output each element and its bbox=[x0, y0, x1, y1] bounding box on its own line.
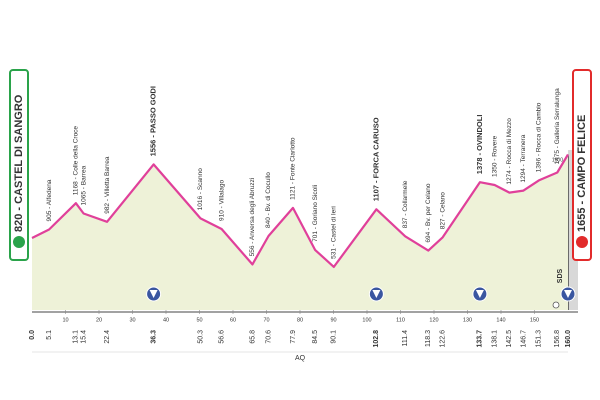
km-label: 84.5 bbox=[312, 330, 319, 344]
km-label: 160.0 bbox=[565, 330, 572, 348]
waypoint-label: 905 - Alfedena bbox=[46, 179, 53, 221]
x-tick-label: 90 bbox=[330, 317, 336, 323]
km-label: 5.1 bbox=[46, 330, 53, 340]
km-label: 138.1 bbox=[491, 330, 498, 348]
waypoint-label: 1065 - Barrea bbox=[80, 165, 87, 205]
x-tick-label: 100 bbox=[362, 317, 371, 323]
kom-arrow bbox=[564, 290, 572, 298]
x-tick-label: 120 bbox=[429, 317, 438, 323]
start-box: 820 - CASTEL DI SANGRO bbox=[9, 69, 29, 261]
province-label: AQ bbox=[295, 355, 306, 362]
y-tick-label: 1600 bbox=[552, 157, 563, 163]
waypoint-label: 1378 - OVINDOLI bbox=[475, 115, 484, 175]
waypoint-label: 1294 - Terranera bbox=[520, 134, 527, 182]
waypoint-label: 694 - Bv. per Celano bbox=[425, 183, 432, 243]
sprint-dot bbox=[552, 301, 560, 309]
start-box-frame bbox=[9, 69, 29, 261]
waypoint-label: 556 - Anversa degli Abruzzi bbox=[249, 178, 256, 257]
finish-box: 1655 - CAMPO FELICE bbox=[572, 69, 592, 261]
finish-box-icon bbox=[576, 236, 588, 248]
km-label: 70.6 bbox=[265, 330, 272, 344]
km-label: 118.3 bbox=[425, 330, 432, 347]
profile-line bbox=[31, 153, 569, 268]
kom-marker bbox=[146, 286, 162, 302]
km-label: 142.5 bbox=[506, 330, 513, 348]
waypoint-label: 1475 - Galleria Serralunga bbox=[554, 88, 561, 165]
waypoint-label: 1274 - Rocca di Mezzo bbox=[506, 118, 513, 185]
km-label: 15.4 bbox=[80, 330, 87, 344]
km-label: 102.8 bbox=[373, 330, 380, 348]
waypoint-label: 531 - Castel di Ieri bbox=[331, 206, 338, 259]
km-label: 13.1 bbox=[73, 330, 80, 344]
waypoint-label: 910 - Villalago bbox=[218, 180, 225, 221]
waypoint-label: 1107 - FORCA CARUSO bbox=[371, 117, 380, 201]
kom-marker bbox=[368, 286, 384, 302]
km-label: 146.7 bbox=[520, 330, 527, 348]
x-tick-label: 10 bbox=[62, 317, 68, 323]
x-tick-label: 130 bbox=[463, 317, 472, 323]
x-tick-label: 40 bbox=[163, 317, 169, 323]
sprint-label: SDS bbox=[557, 268, 564, 283]
kom-arrow bbox=[372, 290, 381, 298]
waypoint-label: 827 - Celano bbox=[439, 192, 446, 230]
km-label: 90.1 bbox=[331, 330, 338, 344]
kom-marker bbox=[472, 286, 488, 302]
km-label: 36.3 bbox=[150, 330, 157, 344]
waypoint-label: 837 - Collarmele bbox=[402, 180, 409, 228]
km-label: 65.8 bbox=[249, 330, 256, 344]
km-label: 133.7 bbox=[477, 330, 484, 348]
profile-area bbox=[32, 154, 568, 310]
km-label: 122.6 bbox=[440, 330, 447, 348]
x-tick-label: 70 bbox=[263, 317, 269, 323]
x-tick-label: 30 bbox=[129, 317, 135, 323]
waypoint-label: 982 - Villetta Barrea bbox=[104, 156, 111, 214]
km-label: 22.4 bbox=[104, 330, 111, 344]
x-tick-label: 110 bbox=[396, 317, 405, 323]
x-tick-label: 60 bbox=[230, 317, 236, 323]
km-label: 151.3 bbox=[536, 330, 543, 348]
waypoint-label: 1396 - Rocca di Cambio bbox=[536, 102, 543, 172]
x-tick-label: 80 bbox=[297, 317, 303, 323]
kom-arrow bbox=[149, 290, 158, 298]
km-label: 50.3 bbox=[197, 330, 204, 344]
finish-box-label: 1655 - CAMPO FELICE bbox=[576, 115, 588, 232]
start-box-icon bbox=[13, 236, 25, 248]
start-box-label: 820 - CASTEL DI SANGRO bbox=[13, 94, 25, 232]
kom-marker bbox=[560, 286, 576, 302]
km-label: 156.8 bbox=[554, 330, 561, 348]
x-tick-label: 150 bbox=[530, 317, 539, 323]
km-label: 0.0 bbox=[29, 330, 36, 340]
x-tick-label: 140 bbox=[496, 317, 505, 323]
finish-box-frame bbox=[572, 69, 592, 261]
waypoint-label: 1168 - Colle della Croce bbox=[73, 126, 80, 196]
x-tick-label: 20 bbox=[96, 317, 102, 323]
waypoint-label: 1556 - PASSO GODI bbox=[149, 86, 158, 156]
waypoint-label: 1350 - Rovere bbox=[491, 135, 498, 177]
km-label: 111.4 bbox=[402, 330, 409, 347]
kom-arrow bbox=[475, 290, 484, 298]
km-label: 56.6 bbox=[218, 330, 225, 344]
x-tick-label: 50 bbox=[196, 317, 202, 323]
waypoint-label: 1121 - Fonte Ciarlotto bbox=[290, 137, 297, 200]
km-label: 77.9 bbox=[290, 330, 297, 344]
waypoint-label: 840 - Bv. di Cocullo bbox=[265, 172, 272, 228]
waypoint-label: 701 - Goriano Sicoli bbox=[312, 185, 319, 242]
waypoint-label: 1016 - Scanno bbox=[197, 168, 204, 211]
